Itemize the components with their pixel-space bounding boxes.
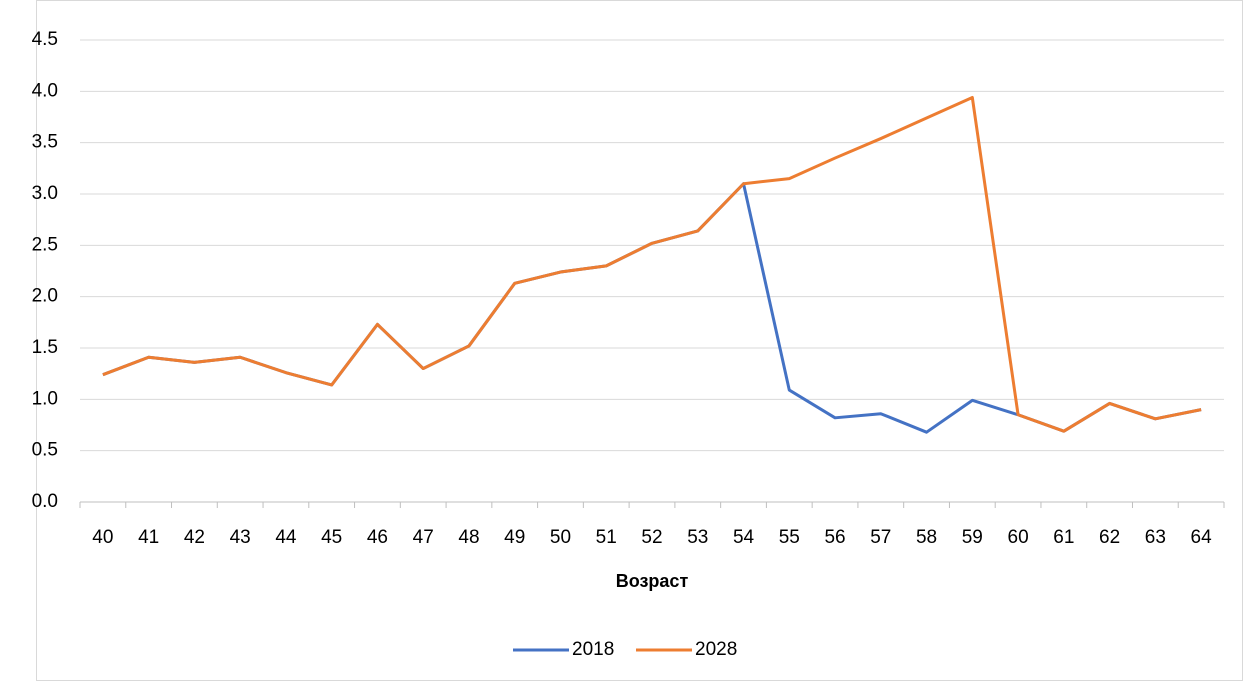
y-tick-label: 2.0 [32,286,58,307]
y-tick-label: 1.0 [32,388,58,409]
x-tick-label: 41 [138,527,159,548]
x-tick-label: 61 [1053,527,1074,548]
x-tick-label: 63 [1145,527,1166,548]
x-tick-label: 40 [92,527,113,548]
y-tick-label: 4.5 [32,29,58,50]
x-tick-label: 42 [184,527,205,548]
x-tick-label: 57 [870,527,891,548]
y-tick-label: 0.0 [32,491,58,512]
x-tick-label: 55 [779,527,800,548]
series-line [102,182,1202,434]
y-tick-label: 3.5 [32,132,58,153]
x-tick-label: 50 [550,527,571,548]
x-axis-title: Возраст [616,571,689,591]
x-tick-label: 51 [596,527,617,548]
series-line [102,95,1202,433]
x-tick-label: 47 [413,527,434,548]
x-tick-label: 45 [321,527,342,548]
x-tick-label: 60 [1008,527,1029,548]
x-tick-label: 46 [367,527,388,548]
x-tick-label: 44 [275,527,297,548]
x-tick-label: 56 [824,527,845,548]
legend-label: 2028 [695,639,737,660]
x-tick-label: 54 [733,527,755,548]
legend-label: 2018 [572,639,614,660]
x-tick-label: 64 [1191,527,1213,548]
y-tick-label: 4.0 [32,80,58,101]
x-tick-label: 52 [641,527,662,548]
x-tick-label: 53 [687,527,708,548]
y-tick-label: 3.0 [32,183,58,204]
x-tick-label: 58 [916,527,937,548]
y-tick-label: 1.5 [32,337,58,358]
x-tick-label: 62 [1099,527,1120,548]
y-tick-label: 2.5 [32,234,58,255]
x-tick-label: 48 [458,527,479,548]
x-tick-label: 59 [962,527,983,548]
x-tick-label: 43 [230,527,251,548]
x-tick-label: 49 [504,527,525,548]
y-tick-label: 0.5 [32,440,58,461]
